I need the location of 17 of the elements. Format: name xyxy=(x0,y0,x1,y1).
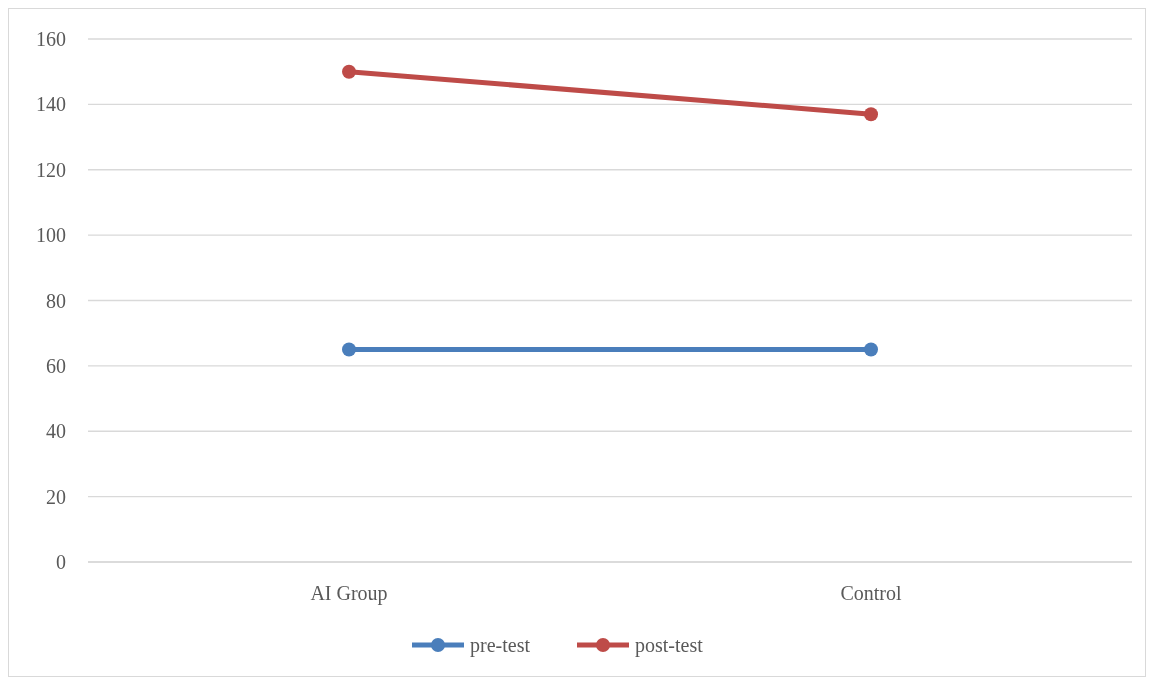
legend-label: post-test xyxy=(635,634,704,657)
x-tick-label: AI Group xyxy=(310,582,388,605)
point xyxy=(864,107,878,122)
y-tick-label: 20 xyxy=(46,485,66,508)
y-tick-label: 100 xyxy=(36,224,66,247)
point xyxy=(342,342,356,357)
y-tick-label: 40 xyxy=(46,420,66,443)
y-tick-label: 0 xyxy=(56,551,66,573)
y-tick-label: 60 xyxy=(46,354,66,377)
legend-label: pre-test xyxy=(470,634,531,657)
y-tick-label: 120 xyxy=(36,158,66,181)
point xyxy=(342,64,356,79)
y-tick-label: 160 xyxy=(36,28,66,50)
point xyxy=(864,342,878,357)
x-tick-label: Control xyxy=(840,582,902,604)
y-tick-label: 140 xyxy=(36,93,66,116)
y-tick-label: 80 xyxy=(46,289,66,312)
